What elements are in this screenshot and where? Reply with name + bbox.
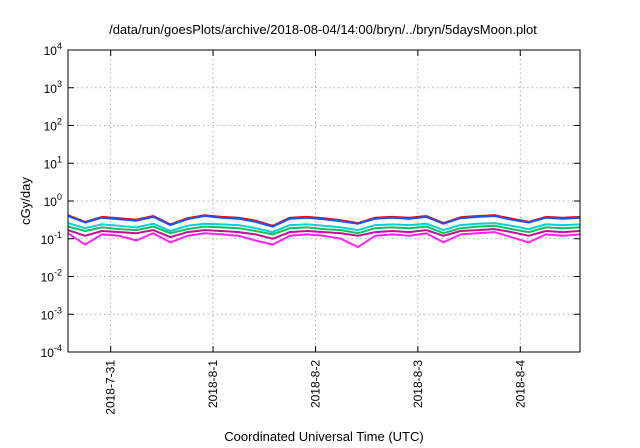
y-tick-label: 100 xyxy=(44,192,62,209)
y-tick-label: 103 xyxy=(44,79,62,96)
y-tick-label: 10-1 xyxy=(41,230,62,247)
y-axis: 10-4 10-3 10-2 10-1 100 101 102 103 104 xyxy=(41,41,580,360)
x-tick-label: 2018-7-31 xyxy=(104,360,118,415)
x-axis: 2018-7-31 2018-8-1 2018-8-2 2018-8-3 2018-8-… xyxy=(104,50,527,415)
x-tick-label: 2018-8-3 xyxy=(411,360,425,408)
y-tick-label: 102 xyxy=(44,117,62,134)
y-axis-label: cGy/day xyxy=(18,177,33,225)
x-tick-label: 2018-8-4 xyxy=(513,360,527,408)
y-tick-label: 104 xyxy=(44,41,62,58)
series-line-4 xyxy=(67,224,581,236)
x-axis-label: Coordinated Universal Time (UTC) xyxy=(224,429,423,444)
x-tick-label: 2018-8-2 xyxy=(308,360,322,408)
chart-title: /data/run/goesPlots/archive/2018-08-04/1… xyxy=(109,22,537,37)
grid xyxy=(68,50,580,352)
x-tick-label: 2018-8-1 xyxy=(206,360,220,408)
series-line-3 xyxy=(67,222,581,234)
y-tick-label: 10-3 xyxy=(41,305,62,322)
series-line-6 xyxy=(67,231,581,249)
y-tick-label: 10-4 xyxy=(41,343,62,360)
series-line-2 xyxy=(67,215,581,228)
series-line-5 xyxy=(67,228,581,240)
series-layer xyxy=(67,214,581,249)
y-tick-label: 10-2 xyxy=(41,268,62,285)
y-tick-label: 101 xyxy=(44,154,62,171)
